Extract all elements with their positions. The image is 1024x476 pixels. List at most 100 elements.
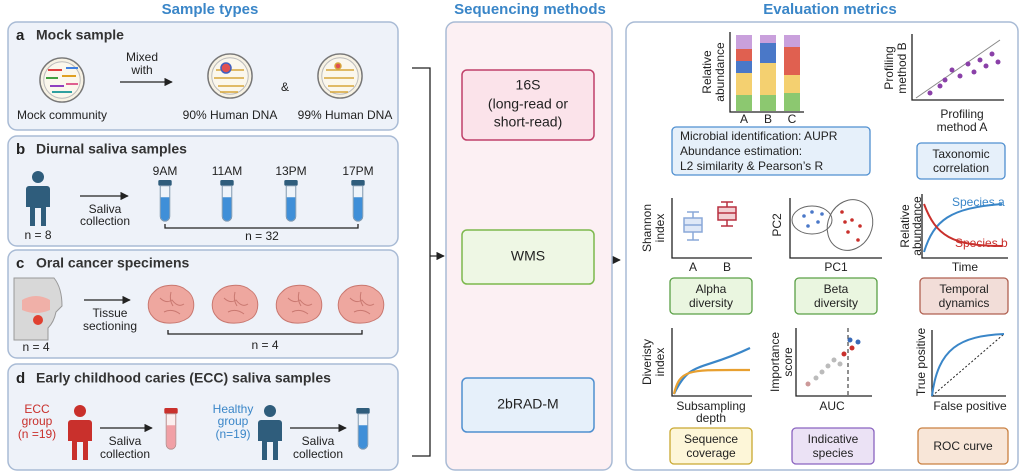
axis-label: Shannon bbox=[640, 204, 654, 252]
stacked-bars bbox=[736, 61, 752, 73]
label: Tissue bbox=[93, 306, 128, 320]
axis bbox=[921, 194, 1008, 259]
group-label: (n=19) bbox=[215, 427, 250, 441]
pca-clusters bbox=[810, 210, 814, 214]
pca-clusters bbox=[820, 212, 824, 216]
mouth-icon bbox=[22, 296, 50, 313]
column-header: Sequencing methods bbox=[454, 1, 606, 18]
label: with bbox=[130, 63, 152, 77]
importance-points bbox=[831, 357, 837, 363]
series-label: Species b bbox=[955, 236, 1008, 250]
importance-points bbox=[805, 337, 861, 387]
tube-icon bbox=[356, 408, 370, 450]
time-label: 9AM bbox=[153, 164, 178, 178]
fit-line bbox=[915, 39, 1001, 99]
pca-clusters bbox=[843, 220, 847, 224]
stacked-bars bbox=[736, 95, 752, 111]
curve bbox=[672, 368, 751, 395]
lesion-icon bbox=[33, 315, 43, 325]
metric-label: Indicative bbox=[808, 432, 859, 446]
time-label: 17PM bbox=[342, 164, 373, 178]
metric-label: Microbial identification: AUPR bbox=[680, 129, 838, 143]
metric-label: Taxonomic bbox=[932, 147, 989, 161]
pca-clusters bbox=[806, 224, 810, 228]
tube-icon bbox=[164, 408, 178, 450]
metric-box bbox=[916, 142, 1006, 180]
metric-label: correlation bbox=[933, 161, 989, 175]
method-label: 16S bbox=[516, 77, 541, 93]
label: n = 8 bbox=[24, 228, 51, 242]
pca-clusters bbox=[791, 205, 833, 235]
importance-points bbox=[837, 361, 843, 367]
axis-label: False positive bbox=[933, 399, 1007, 413]
stacked-bars bbox=[784, 47, 800, 75]
pca-clusters bbox=[840, 210, 844, 214]
category-label: C bbox=[788, 112, 797, 126]
axis-label: method A bbox=[937, 120, 988, 134]
metric-box bbox=[919, 277, 1009, 315]
axis-label: method B bbox=[895, 42, 909, 93]
axis bbox=[789, 198, 882, 259]
stacked-bars bbox=[736, 73, 752, 95]
label: & bbox=[281, 80, 289, 94]
panel-title: Early childhood caries (ECC) saliva samp… bbox=[36, 370, 331, 386]
importance-points bbox=[813, 375, 819, 381]
stacked-bars bbox=[736, 35, 800, 111]
label: n = 32 bbox=[245, 229, 279, 243]
stacked-bars bbox=[760, 63, 776, 95]
scatter-points bbox=[957, 73, 963, 79]
method-box bbox=[461, 69, 595, 141]
metric-label: diversity bbox=[689, 296, 733, 310]
metric-label: dynamics bbox=[939, 296, 990, 310]
curve bbox=[931, 333, 1005, 397]
tube-icon bbox=[220, 180, 234, 222]
scatter-points bbox=[977, 57, 983, 63]
category-label: B bbox=[764, 112, 772, 126]
axis-label: Time bbox=[952, 260, 979, 274]
scatter-points bbox=[927, 51, 1001, 96]
label: Mixed bbox=[126, 50, 158, 64]
label: n = 4 bbox=[251, 338, 278, 352]
method-box bbox=[461, 229, 595, 285]
label: 90% Human DNA bbox=[183, 108, 278, 122]
method-label: 2bRAD-M bbox=[497, 396, 558, 412]
group-label: ECC bbox=[24, 402, 50, 416]
scatter-points bbox=[971, 69, 977, 75]
panel-title: Diurnal saliva samples bbox=[36, 141, 187, 157]
importance-points bbox=[825, 363, 831, 369]
axis-label: Profiling bbox=[940, 107, 983, 121]
label: collection bbox=[80, 214, 130, 228]
panel-letter: b bbox=[16, 141, 25, 158]
group-label: group bbox=[218, 414, 249, 428]
stacked-bars bbox=[760, 95, 776, 111]
scatter-points bbox=[927, 90, 933, 96]
metric-label: Alpha bbox=[696, 282, 727, 296]
tissue-icon bbox=[337, 284, 385, 324]
metric-label: diversity bbox=[814, 296, 858, 310]
series-label: Species a bbox=[952, 195, 1005, 209]
axis-label: Importance bbox=[768, 332, 782, 392]
label: n = 4 bbox=[22, 340, 49, 354]
metric-box bbox=[917, 427, 1009, 465]
scatter-points bbox=[965, 61, 971, 67]
scatter-points bbox=[937, 83, 943, 89]
curve bbox=[923, 203, 1003, 247]
dna-lines bbox=[46, 67, 78, 93]
tissue-icon bbox=[147, 284, 195, 324]
panel-box bbox=[7, 21, 399, 131]
axis-label: abundance bbox=[713, 42, 727, 102]
pca-clusters bbox=[802, 210, 824, 228]
stacked-bars bbox=[784, 93, 800, 111]
scatter-points bbox=[949, 67, 955, 73]
scatter-points bbox=[989, 51, 995, 57]
axis-label: depth bbox=[696, 411, 726, 425]
metric-box bbox=[791, 427, 875, 465]
petri-dish bbox=[39, 57, 85, 103]
axis-label: AUC bbox=[819, 399, 845, 413]
metric-label: species bbox=[813, 446, 854, 460]
importance-points bbox=[841, 351, 847, 357]
metric-label: ROC curve bbox=[933, 439, 993, 453]
label: Saliva bbox=[89, 202, 122, 216]
pca-clusters bbox=[840, 210, 862, 242]
